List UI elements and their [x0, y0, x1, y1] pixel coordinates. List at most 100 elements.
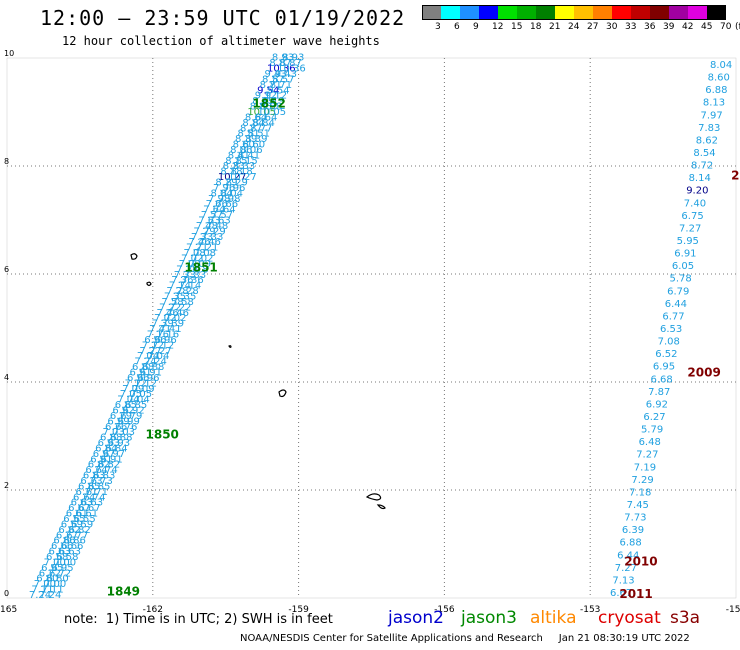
left-track-value: 7.96: [213, 183, 235, 194]
right-track-value: 6.67: [610, 588, 632, 599]
left-track-value: 7.33: [184, 270, 206, 281]
left-track-value: 6.85: [125, 400, 147, 411]
colorbar-swatch: [460, 5, 479, 20]
left-track-value: 7.22: [159, 302, 181, 313]
left-track-value: 6.76: [115, 422, 137, 433]
left-track-value: 6.83: [93, 471, 115, 482]
left-track-value: 7.18: [176, 264, 198, 275]
left-track-value: 7.12: [125, 378, 147, 389]
left-track-value: 8.57: [272, 74, 294, 85]
left-track-value: 6.72: [39, 568, 61, 579]
left-track-value: 8.60: [233, 140, 255, 151]
satellite-s3a: s3a: [670, 608, 701, 628]
right-track-value: 6.68: [650, 374, 672, 385]
left-track-value: 6.83: [83, 471, 105, 482]
left-track-value: 6.86: [53, 536, 75, 547]
left-track-value: 7.04: [127, 395, 149, 406]
colorbar-label: 12: [492, 22, 504, 32]
left-track-value: 8.04: [221, 188, 243, 199]
island-outline: [130, 253, 138, 260]
left-track-value: 6.58: [56, 552, 78, 563]
right-track-value: 6.52: [655, 349, 677, 360]
left-track-value: 7.02: [191, 254, 213, 265]
left-track-value: 6.72: [49, 568, 71, 579]
pass-time-label: 2010: [624, 555, 657, 569]
left-track-value: 7.64: [203, 205, 225, 216]
right-track-value: 7.27: [615, 563, 637, 574]
left-track-value: 8.15: [235, 156, 257, 167]
left-track-value: 8.71: [260, 80, 282, 91]
left-track-value: 6.59: [71, 519, 93, 530]
left-track-value: 8.77: [240, 123, 262, 134]
y-tick-label: 6: [4, 265, 9, 274]
plot-frame: [6, 57, 737, 599]
left-track-value: 6.85: [78, 481, 100, 492]
left-track-value: 6.74: [83, 492, 105, 503]
left-track-value: 7.24: [134, 357, 156, 368]
right-track-value: 5.78: [670, 274, 692, 285]
left-track-value: 9.43: [275, 69, 297, 80]
left-track-value: 8.33: [233, 161, 255, 172]
left-track-value: 6.71: [76, 487, 98, 498]
left-track-value: 7.04: [137, 351, 159, 362]
island-outline: [146, 281, 152, 287]
left-track-value: 6.79: [110, 411, 132, 422]
left-track-value: 8.06: [240, 145, 262, 156]
right-track-value: 7.45: [627, 500, 649, 511]
right-track-value: 8.04: [710, 60, 732, 71]
left-track-value: 7.03: [113, 427, 135, 438]
colorbar-swatch: [517, 5, 536, 20]
left-track-value: 6.74: [96, 465, 118, 476]
colorbar-label: 45: [701, 22, 713, 32]
left-track-value: 7.05: [130, 389, 152, 400]
left-track-value: 8.87: [269, 58, 291, 69]
left-track-value: 6.74: [73, 492, 95, 503]
right-track-value: 6.88: [620, 538, 642, 549]
left-track-value: 7.04: [147, 351, 169, 362]
left-track-value: 8.41: [228, 150, 250, 161]
left-track-value: 6.63: [71, 498, 93, 509]
left-track-value: 7.09: [122, 384, 144, 395]
x-tick-label: -150: [726, 605, 740, 615]
left-track-value: 6.76: [105, 422, 127, 433]
left-track-value: 6.84: [95, 443, 117, 454]
left-track-value: 7.11: [42, 585, 64, 596]
right-track-value: 7.08: [658, 337, 680, 348]
left-track-value: 6.91: [140, 367, 162, 378]
left-track-value: 8.51: [248, 129, 270, 140]
right-track-value: 9.20: [686, 186, 708, 197]
x-tick-label: -156: [434, 605, 455, 615]
left-track-value: 6.71: [86, 487, 108, 498]
left-track-value: 6.95: [41, 563, 63, 574]
left-track-value: 8.93: [282, 53, 304, 64]
right-track-value: 6.44: [617, 550, 639, 561]
left-track-value: 7.64: [213, 205, 235, 216]
pass-time-label: 1850: [146, 428, 179, 442]
right-track-value: 6.05: [672, 261, 694, 272]
left-track-value: 6.63: [49, 547, 71, 558]
left-track-value: 6.92: [123, 405, 145, 416]
colorbar-swatch: [650, 5, 669, 20]
left-track-value: 7.46: [188, 237, 210, 248]
pass-time-label: 20: [731, 169, 740, 183]
right-track-value: 8.62: [696, 135, 718, 146]
left-track-value: 7.24: [145, 357, 167, 368]
colorbar-swatch: [574, 5, 593, 20]
left-track-value: 7.63: [208, 216, 230, 227]
left-track-value: 6.88: [142, 362, 164, 373]
colorbar-label: 15: [511, 22, 523, 32]
right-track-value: 7.40: [684, 198, 706, 209]
right-track-value: 6.39: [622, 525, 644, 536]
left-track-value: 6.59: [61, 519, 83, 530]
left-track-value: 6.58: [46, 552, 68, 563]
left-track-value: 8.87: [280, 58, 302, 69]
right-track-value: 5.95: [677, 236, 699, 247]
right-track-value: 8.72: [691, 161, 713, 172]
satellite-cryosat: cryosat: [598, 608, 661, 628]
left-track-value: 8.15: [225, 156, 247, 167]
pass-time-label: 1849: [107, 584, 140, 598]
left-track-value: 8.04: [211, 188, 233, 199]
left-track-value: 7.12: [152, 340, 174, 351]
left-track-value: 6.66: [61, 541, 83, 552]
